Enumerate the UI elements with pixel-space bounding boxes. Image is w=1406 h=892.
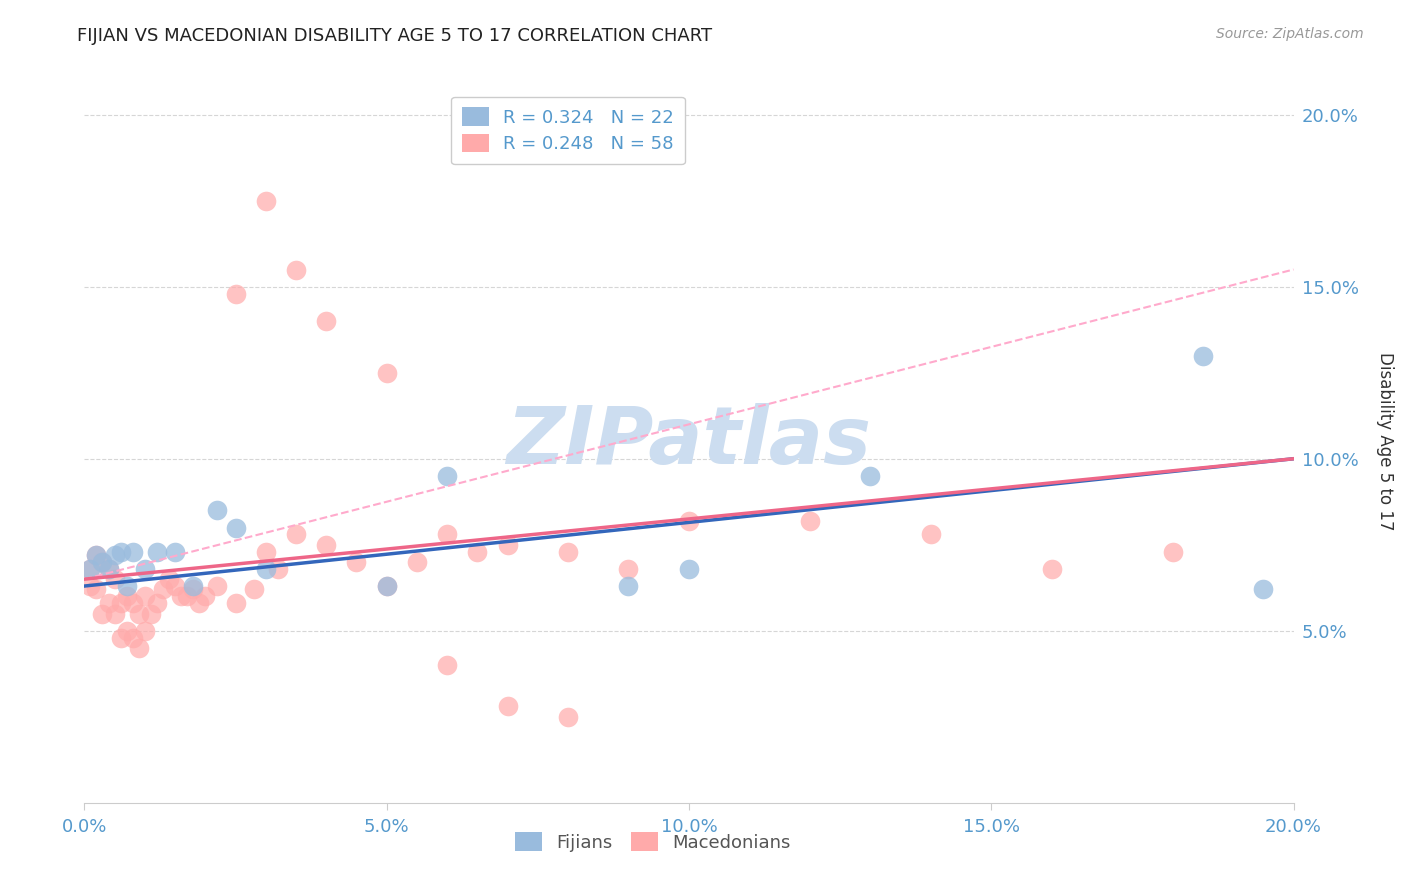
Point [139,607,162,621]
Point [170,590,193,604]
Point [97,596,120,610]
Point [375,366,398,380]
Point [146,544,169,558]
Point [254,194,277,208]
Point [128,640,150,655]
Point [207,579,229,593]
Text: ZIPatlas: ZIPatlas [506,402,872,481]
Point [1161,544,1184,558]
Point [91,607,114,621]
Point [225,596,247,610]
Point [165,544,187,558]
Point [165,579,187,593]
Point [121,596,143,610]
Point [225,520,247,534]
Point [91,555,114,569]
Point [188,596,211,610]
Point [86,548,108,562]
Point [1192,349,1215,363]
Point [1040,562,1063,576]
Point [467,544,489,558]
Point [110,544,132,558]
Point [115,579,138,593]
Point [285,527,308,541]
Text: Source: ZipAtlas.com: Source: ZipAtlas.com [1216,27,1364,41]
Point [375,579,398,593]
Point [242,582,264,597]
Point [617,562,640,576]
Point [799,514,821,528]
Point [104,607,127,621]
Point [920,527,942,541]
Point [115,624,138,638]
Point [859,469,882,483]
Text: FIJIAN VS MACEDONIAN DISABILITY AGE 5 TO 17 CORRELATION CHART: FIJIAN VS MACEDONIAN DISABILITY AGE 5 TO… [77,27,713,45]
Point [181,582,204,597]
Point [406,555,429,569]
Point [86,548,108,562]
Point [181,579,204,593]
Point [678,514,700,528]
Legend: Fijians, Macedonians: Fijians, Macedonians [508,825,797,859]
Point [79,579,101,593]
Point [115,590,138,604]
Y-axis label: Disability Age 5 to 17: Disability Age 5 to 17 [1375,352,1393,531]
Point [375,579,398,593]
Point [128,607,150,621]
Point [496,538,519,552]
Point [104,572,127,586]
Point [176,590,198,604]
Point [110,596,132,610]
Point [134,624,156,638]
Point [436,658,458,673]
Point [207,503,229,517]
Point [254,544,277,558]
Point [134,562,156,576]
Point [557,544,579,558]
Point [678,562,700,576]
Point [617,579,640,593]
Point [157,572,180,586]
Point [557,710,579,724]
Point [97,562,120,576]
Point [121,544,143,558]
Point [104,548,127,562]
Point [436,469,458,483]
Point [285,262,308,277]
Point [346,555,368,569]
Point [97,562,120,576]
Point [254,562,277,576]
Point [225,286,247,301]
Point [86,582,108,597]
Point [91,555,114,569]
Point [496,699,519,714]
Point [315,538,337,552]
Point [315,314,337,328]
Point [267,562,290,576]
Point [1253,582,1275,597]
Point [152,582,174,597]
Point [436,527,458,541]
Point [134,590,156,604]
Point [194,590,217,604]
Point [121,631,143,645]
Point [79,562,101,576]
Point [79,562,101,576]
Point [146,596,169,610]
Point [110,631,132,645]
